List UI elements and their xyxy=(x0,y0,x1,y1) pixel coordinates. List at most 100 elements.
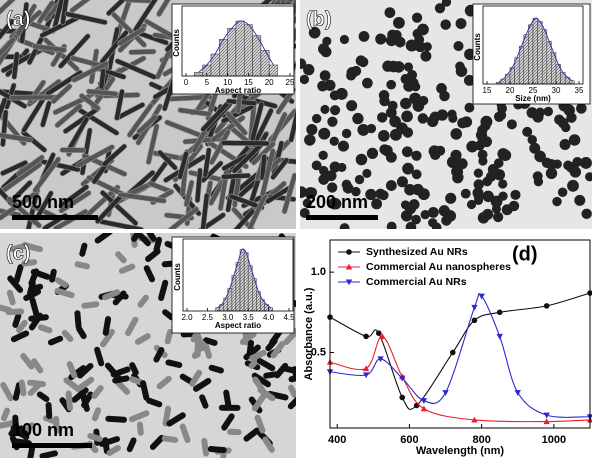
nanosphere xyxy=(506,119,517,130)
nanorod xyxy=(207,446,227,454)
nanorod xyxy=(220,172,252,180)
nanosphere xyxy=(498,179,508,189)
nanorod xyxy=(79,242,88,257)
nanosphere xyxy=(452,172,464,184)
nanorod xyxy=(177,107,212,117)
nanosphere xyxy=(429,111,441,123)
marker xyxy=(420,398,428,404)
marker xyxy=(399,394,406,401)
nanorod xyxy=(287,396,296,410)
nanorod xyxy=(30,268,51,280)
nanorod xyxy=(94,346,105,367)
nanorod xyxy=(117,26,147,47)
nanosphere xyxy=(463,74,475,86)
nanosphere xyxy=(408,77,419,89)
nanosphere xyxy=(492,211,504,223)
nanosphere xyxy=(411,12,423,23)
nanosphere xyxy=(403,62,414,72)
scale-bar xyxy=(12,215,98,220)
nanorod xyxy=(66,361,78,379)
x-tick-label: 15 xyxy=(483,86,492,95)
nanosphere xyxy=(411,214,421,225)
scale-bar-label: 100 nm xyxy=(12,420,74,440)
panel-label: (d) xyxy=(512,243,538,265)
nanosphere xyxy=(440,19,451,30)
nanosphere xyxy=(417,113,429,124)
nanorod xyxy=(6,196,42,229)
nanosphere xyxy=(346,100,358,112)
nanosphere xyxy=(420,210,430,220)
marker xyxy=(449,349,456,356)
x-tick-label: 20 xyxy=(265,78,274,87)
nanosphere xyxy=(559,139,571,151)
histogram-bar xyxy=(268,307,273,312)
nanorod xyxy=(283,327,296,346)
nanorod xyxy=(100,328,115,348)
marker xyxy=(471,416,478,423)
nanosphere xyxy=(401,110,413,123)
nanosphere xyxy=(478,156,488,166)
plot-frame xyxy=(182,238,294,312)
nanosphere xyxy=(320,104,330,114)
nanorod xyxy=(105,415,128,423)
nanosphere xyxy=(404,183,416,196)
x-tick-label: 2.0 xyxy=(181,313,193,322)
nanorod xyxy=(11,51,20,80)
x-tick-label: 15 xyxy=(244,78,253,87)
nanosphere xyxy=(329,90,340,101)
nanosphere xyxy=(456,158,468,170)
nanosphere xyxy=(405,221,417,229)
marker xyxy=(496,309,503,316)
nanorod xyxy=(281,365,296,375)
nanosphere xyxy=(400,210,413,222)
histogram-bar xyxy=(523,34,529,85)
nanorod xyxy=(189,369,203,387)
scale-bar-label: 500 nm xyxy=(12,192,74,212)
nanorod xyxy=(16,319,28,333)
nanosphere xyxy=(357,123,370,136)
marker xyxy=(543,412,550,419)
histogram-bar xyxy=(260,50,270,77)
nanosphere xyxy=(534,150,546,163)
scale-bar xyxy=(12,443,92,448)
histogram-bar xyxy=(518,45,525,85)
nanosphere xyxy=(493,169,506,181)
nanorod xyxy=(49,268,57,283)
nanorod xyxy=(194,167,203,204)
nanorod xyxy=(137,294,149,308)
nanosphere xyxy=(445,192,457,204)
x-tick-label: 800 xyxy=(472,434,490,446)
nanorod xyxy=(26,243,44,253)
nanorod xyxy=(251,107,274,148)
nanorod xyxy=(105,0,130,17)
nanorod xyxy=(263,371,279,379)
nanosphere xyxy=(576,103,587,114)
nanosphere xyxy=(526,107,538,119)
nanosphere xyxy=(319,70,331,81)
nanorod xyxy=(129,362,139,376)
nanorod xyxy=(203,337,218,346)
nanorod xyxy=(61,329,74,342)
nanorod xyxy=(225,110,248,136)
nanosphere xyxy=(378,130,390,142)
nanosphere xyxy=(384,7,396,19)
series-line xyxy=(329,292,591,410)
nanorod xyxy=(129,376,144,386)
x-tick-label: 4.0 xyxy=(263,313,275,322)
nanosphere xyxy=(434,3,446,14)
nanorod xyxy=(270,157,290,181)
marker xyxy=(471,304,478,311)
x-axis-label: Wavelength (nm) xyxy=(416,445,505,457)
panel-label: (b) xyxy=(306,8,332,30)
nanosphere xyxy=(497,148,510,160)
histogram-bar xyxy=(537,21,543,85)
histogram-bar xyxy=(528,24,534,85)
nanosphere xyxy=(546,159,557,170)
nanorod xyxy=(192,377,212,392)
x-tick-label: 0 xyxy=(184,78,189,87)
nanorod xyxy=(10,330,30,343)
nanosphere xyxy=(302,198,312,208)
nanorod xyxy=(243,344,261,361)
nanosphere xyxy=(327,182,338,193)
